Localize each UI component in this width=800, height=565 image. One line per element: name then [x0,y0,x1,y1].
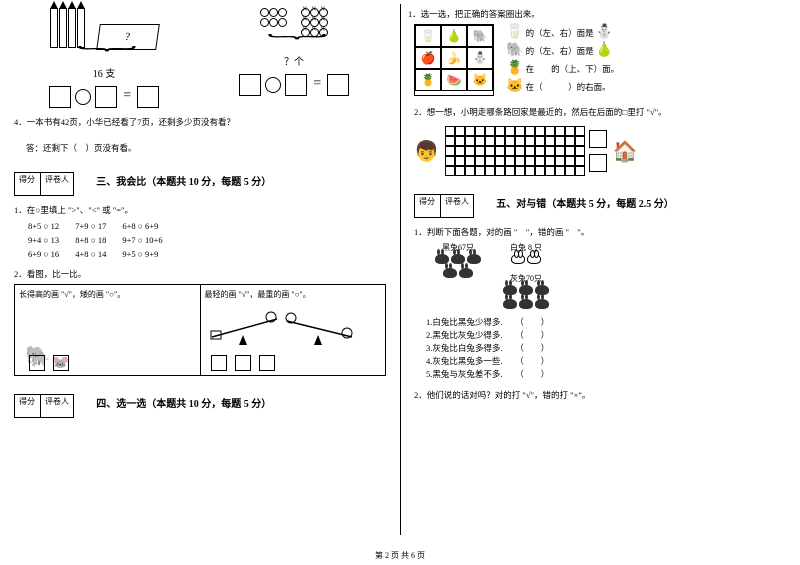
check-box[interactable] [589,154,607,172]
score-label: 得分 [15,173,41,195]
column-divider [400,4,401,535]
maze-grid [445,126,585,176]
answer-box[interactable] [211,355,227,371]
seesaw-icon [207,307,357,347]
s5-q2-label: 2．他们说的话对吗？对的打 "√"，错的打 "×"。 [414,389,786,401]
pos-line-2: 🐘 的（左、右）面是 🍐 [506,42,619,60]
grid-item-icon: 🥛 [415,25,441,47]
white-rabbit-label: 白兔 8 只 [502,242,550,253]
grid-item-icon: 🐱 [467,69,493,91]
tf-item: 5.黑兔与灰兔差不多. （ ） [426,368,786,381]
item-grid: 🥛🍐🐘 🍎🍌⛄ 🍍🍉🐱 [414,24,494,96]
r-q2-label: 2．想一想，小明走哪条路回家是最近的，然后在后面的□里打 "√"。 [414,106,786,118]
section-3-title: 三、我会比（本题共 10 分，每题 5 分） [96,172,271,194]
equals-sign: = [123,88,131,103]
tf-item: 4.灰兔比黑兔多一些. （ ） [426,355,786,368]
operator-circle[interactable] [75,89,91,105]
grid-item-icon: 🍉 [441,69,467,91]
score-label: 得分 [15,395,41,417]
answer-box[interactable] [259,355,275,371]
s5-q1-label: 1．判断下面各题，对的画 " "，错的画 " "。 [414,226,786,238]
grid-item-icon: 🍍 [415,69,441,91]
grid-item-icon: 🍌 [441,47,467,69]
page-footer: 第 2 页 共 6 页 [0,550,800,561]
compare-table: 8+5 ○ 127+9 ○ 176+8 ○ 6+9 9+4 ○ 138+8 ○ … [26,218,179,262]
score-label: 得分 [415,195,441,217]
result-box[interactable] [327,74,349,96]
figure-circles: ︸ ？个 = [214,8,374,108]
pos-line-3: 🍍 在 的（上、下）面。 [506,60,619,78]
panel2-caption: 最轻的画 "√"，最重的画 "○"。 [205,289,382,300]
boy-icon: 👦 [414,139,439,164]
grid-item-icon: 🍐 [441,25,467,47]
pos-line-1: 🥛 的（左、右）面是 ⛄ [506,24,619,42]
answer-box[interactable] [29,355,45,371]
answer-box[interactable] [53,355,69,371]
tf-item: 1.白兔比黑兔少得多. （ ） [426,316,786,329]
house-icon: 🏠 [613,139,638,164]
score-box: 得分 评卷人 [14,172,74,196]
operator-circle[interactable] [265,77,281,93]
panel1-caption: 长得高的画 "√"，矮的画 "○"。 [19,289,196,300]
s3-q2-label: 2．看图，比一比。 [14,268,386,280]
section-5-title: 五、对与错（本题共 5 分，每题 2.5 分） [496,194,674,216]
check-box[interactable] [589,130,607,148]
question-4: 4．一本书有42页，小华已经看了7页，还剩多少页没有看？ [14,116,386,128]
grid-item-icon: ⛄ [467,47,493,69]
tf-item: 3.灰兔比白兔多得多. （ ） [426,342,786,355]
grader-label: 评卷人 [41,395,73,417]
question-4-answer: 答：还剩下（ ）页没有看。 [26,142,386,154]
picture-compare-row: 长得高的画 "√"，矮的画 "○"。 🐘 🐭 最轻的画 "√"，最重的画 "○"… [14,284,386,376]
grid-item-icon: 🍎 [415,47,441,69]
figure-pencils-box: ︸ 16 支 = [14,8,194,108]
operand-box[interactable] [239,74,261,96]
pos-line-4: 🐱 在（ ）的右面。 [506,78,619,96]
equals-sign: = [313,76,321,91]
grader-label: 评卷人 [41,173,73,195]
operand-box[interactable] [49,86,71,108]
section-4-title: 四、选一选（本题共 10 分，每题 5 分） [96,394,271,416]
score-box: 得分 评卷人 [14,394,74,418]
r-q1-label: 1．选一选，把正确的答案圈出来。 [408,8,786,20]
s3-q1-label: 1．在○里填上 ">"、"<" 或 "="。 [14,204,386,216]
operand-box[interactable] [95,86,117,108]
rabbit-figure: 黑兔67只 白兔 8 只 灰兔70只 [434,242,786,312]
score-box: 得分 评卷人 [414,194,474,218]
grid-item-icon: 🐘 [467,25,493,47]
answer-box[interactable] [235,355,251,371]
operand-box[interactable] [285,74,307,96]
grader-label: 评卷人 [441,195,473,217]
result-box[interactable] [137,86,159,108]
tf-item: 2.黑兔比灰兔少得多. （ ） [426,329,786,342]
